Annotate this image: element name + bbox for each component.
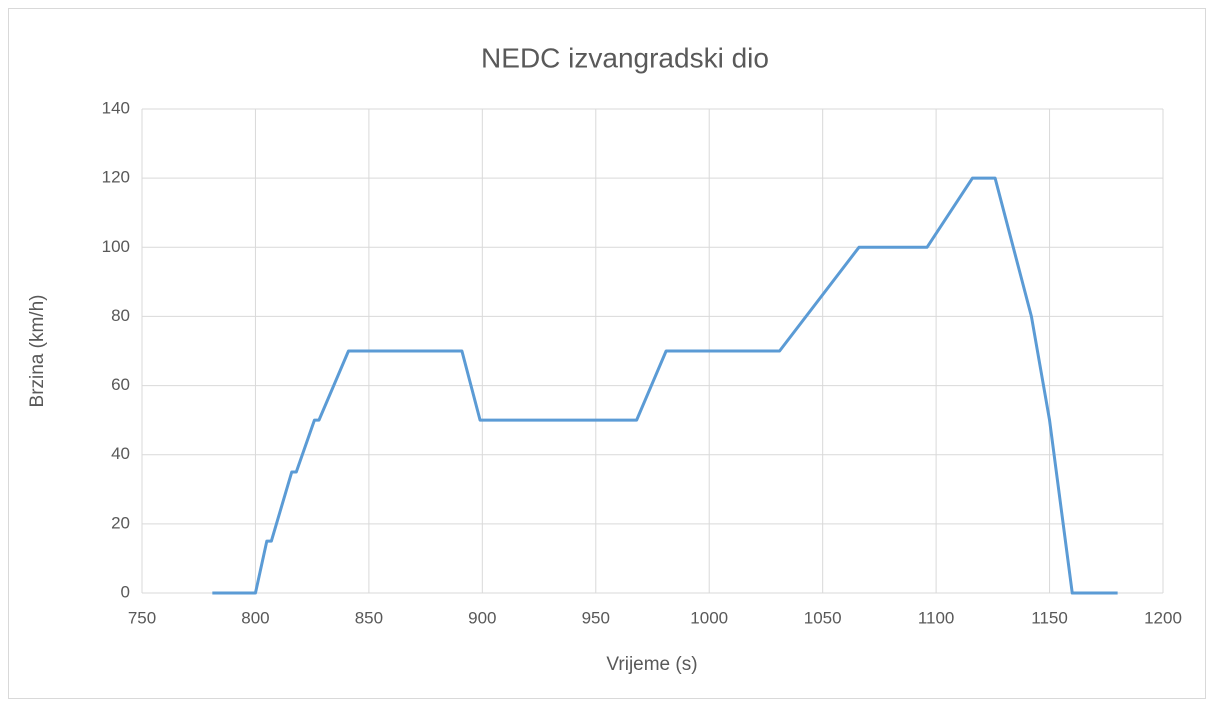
x-tick-label: 950	[582, 608, 610, 627]
x-tick-label: 1200	[1144, 608, 1182, 627]
x-axis-label: Vrijeme (s)	[606, 654, 697, 675]
x-tick-label: 1150	[1031, 608, 1068, 627]
y-tick-label: 40	[111, 444, 130, 463]
x-tick-label: 1050	[804, 608, 842, 627]
y-tick-label: 80	[111, 306, 130, 325]
y-tick-label: 20	[111, 513, 130, 532]
x-tick-label: 1100	[918, 608, 955, 627]
y-tick-label: 100	[102, 237, 130, 256]
y-tick-label: 60	[111, 375, 130, 394]
x-tick-label: 900	[468, 608, 496, 627]
y-axis-label: Brzina (km/h)	[27, 295, 48, 408]
x-tick-label: 850	[355, 608, 383, 627]
chart-frame	[8, 8, 1206, 699]
data-line	[212, 176, 1118, 595]
chart-title: NEDC izvangradski dio	[481, 42, 769, 73]
x-tick-label: 800	[241, 608, 269, 627]
x-tick-label: 1000	[690, 608, 728, 627]
x-tick-label: 750	[128, 608, 156, 627]
y-tick-label: 0	[121, 582, 130, 601]
y-tick-label: 140	[102, 98, 130, 117]
y-tick-label: 120	[102, 168, 130, 187]
